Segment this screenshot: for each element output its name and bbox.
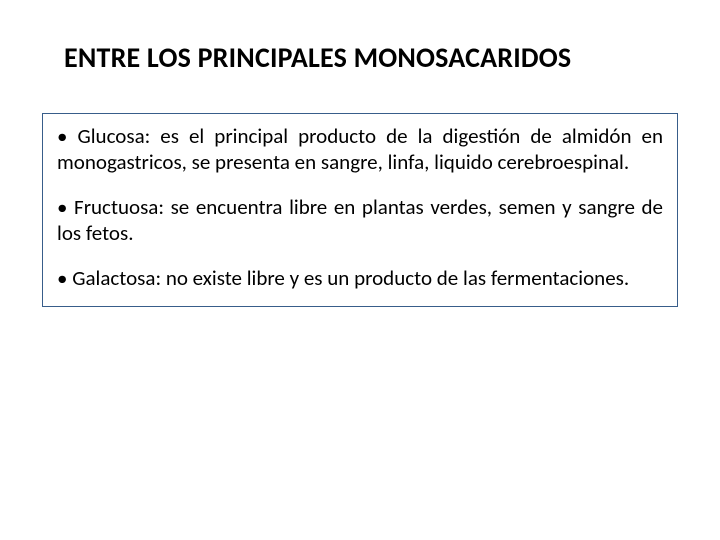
- slide-title: ENTRE LOS PRINCIPALES MONOSACARIDOS: [64, 40, 678, 75]
- list-item: • Glucosa: es el principal producto de l…: [57, 124, 663, 175]
- slide-container: ENTRE LOS PRINCIPALES MONOSACARIDOS • Gl…: [0, 0, 720, 540]
- list-item: • Fructuosa: se encuentra libre en plant…: [57, 195, 663, 246]
- list-item: • Galactosa: no existe libre y es un pro…: [57, 266, 663, 292]
- content-box: • Glucosa: es el principal producto de l…: [42, 113, 678, 307]
